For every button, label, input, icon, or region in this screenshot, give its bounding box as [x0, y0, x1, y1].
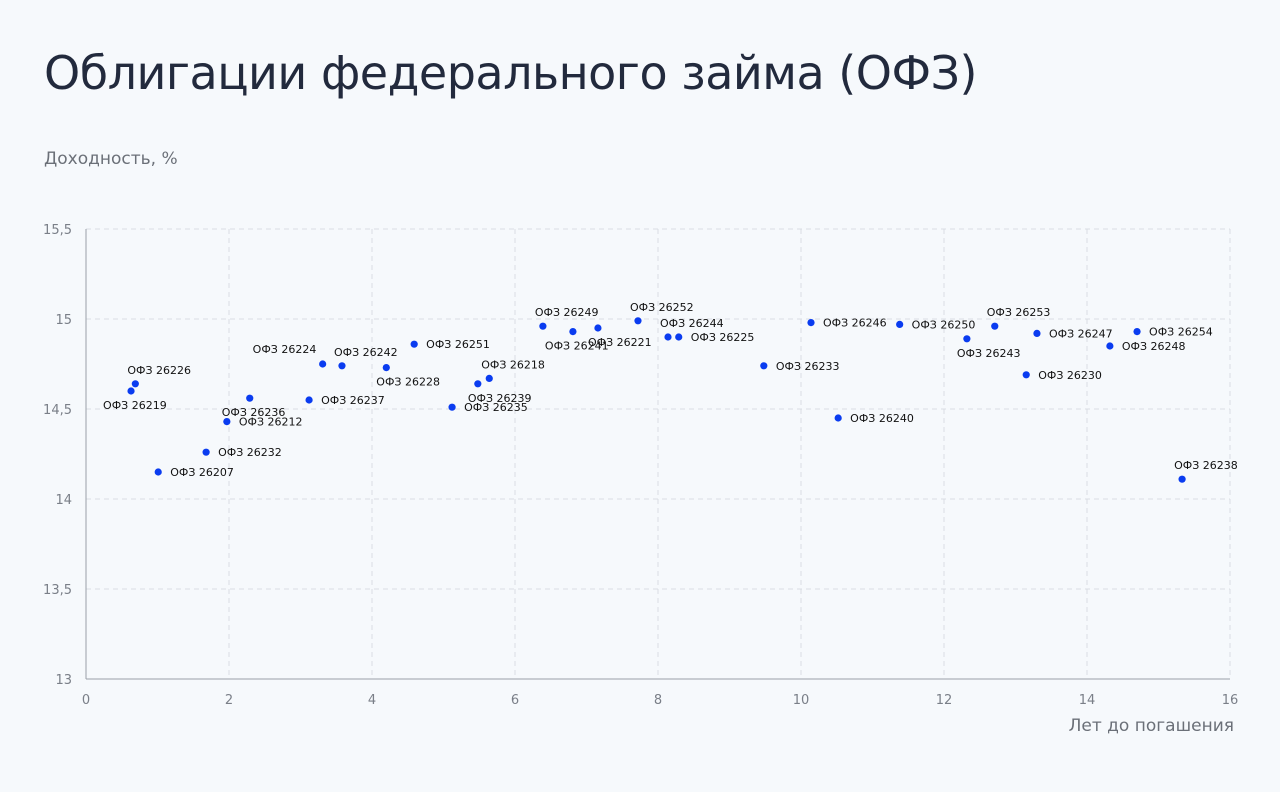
point-label: ОФЗ 26235 [464, 401, 528, 414]
chart-title: Облигации федерального займа (ОФЗ) [44, 46, 978, 100]
point-label: ОФЗ 26238 [1174, 459, 1238, 472]
y-tick-label: 13,5 [43, 583, 72, 598]
data-point [1178, 475, 1186, 483]
data-point [474, 380, 482, 388]
point-label: ОФЗ 26225 [691, 331, 755, 344]
point-label: ОФЗ 26242 [334, 346, 398, 359]
data-point [807, 319, 815, 327]
data-point [594, 324, 602, 332]
point-label: ОФЗ 26247 [1049, 327, 1113, 340]
data-point [305, 396, 313, 404]
point-label: ОФЗ 26228 [376, 376, 440, 389]
y-tick-label: 14 [55, 493, 72, 508]
data-point [963, 335, 971, 343]
y-tick-label: 13 [55, 673, 72, 688]
data-point [664, 333, 672, 341]
point-label: ОФЗ 26239 [468, 392, 532, 405]
data-point [319, 360, 327, 368]
data-point [1022, 371, 1030, 379]
y-tick-label: 15,5 [43, 223, 72, 238]
data-point [448, 403, 456, 411]
data-point [1106, 342, 1114, 350]
data-point [1033, 329, 1041, 337]
point-label: ОФЗ 26251 [426, 338, 490, 351]
point-label: ОФЗ 26241 [545, 340, 609, 353]
point-label: ОФЗ 26218 [481, 358, 545, 371]
data-point [675, 333, 683, 341]
x-tick-label: 16 [1222, 693, 1239, 708]
data-point [760, 362, 768, 370]
point-label: ОФЗ 26219 [103, 399, 167, 412]
data-point [834, 414, 842, 422]
point-label: ОФЗ 26253 [987, 306, 1051, 319]
data-point [338, 362, 346, 370]
point-label: ОФЗ 26243 [957, 347, 1021, 360]
point-label: ОФЗ 26207 [170, 466, 234, 479]
point-label: ОФЗ 26248 [1122, 340, 1186, 353]
data-point [539, 322, 547, 330]
data-point [131, 380, 139, 388]
point-label: ОФЗ 26237 [321, 394, 385, 407]
point-label: ОФЗ 26254 [1149, 326, 1213, 339]
x-tick-label: 10 [793, 693, 810, 708]
point-label: ОФЗ 26221 [588, 336, 652, 349]
x-tick-label: 12 [936, 693, 953, 708]
point-label: ОФЗ 26244 [660, 317, 724, 330]
point-label: ОФЗ 26212 [239, 416, 303, 429]
x-tick-label: 0 [82, 693, 90, 708]
point-label: ОФЗ 26252 [630, 301, 694, 314]
data-point [896, 320, 904, 328]
data-point [569, 328, 577, 336]
y-tick-label: 15 [55, 313, 72, 328]
point-label: ОФЗ 26236 [222, 406, 286, 419]
data-point [246, 394, 254, 402]
point-label: ОФЗ 26232 [218, 446, 282, 459]
data-point [991, 322, 999, 330]
point-label: ОФЗ 26224 [253, 343, 317, 356]
data-point [154, 468, 162, 476]
x-axis-label: Лет до погашения [1068, 716, 1234, 736]
data-point [634, 317, 642, 325]
y-tick-label: 14,5 [43, 403, 72, 418]
point-label: ОФЗ 26240 [850, 412, 914, 425]
point-label: ОФЗ 26233 [776, 360, 840, 373]
data-point [410, 340, 418, 348]
x-tick-label: 6 [511, 693, 519, 708]
point-label: ОФЗ 26246 [823, 317, 887, 330]
data-point [485, 374, 493, 382]
x-tick-label: 2 [225, 693, 233, 708]
y-axis-label: Доходность, % [44, 149, 178, 169]
x-tick-label: 14 [1079, 693, 1096, 708]
data-point [202, 448, 210, 456]
point-label: ОФЗ 26249 [535, 306, 599, 319]
data-point [127, 387, 135, 395]
x-tick-label: 8 [654, 693, 662, 708]
point-label: ОФЗ 26226 [127, 364, 191, 377]
point-label: ОФЗ 26230 [1038, 369, 1102, 382]
data-point [382, 364, 390, 372]
x-tick-label: 4 [368, 693, 376, 708]
point-label: ОФЗ 26250 [912, 318, 976, 331]
data-point [223, 418, 231, 426]
data-point [1133, 328, 1141, 336]
